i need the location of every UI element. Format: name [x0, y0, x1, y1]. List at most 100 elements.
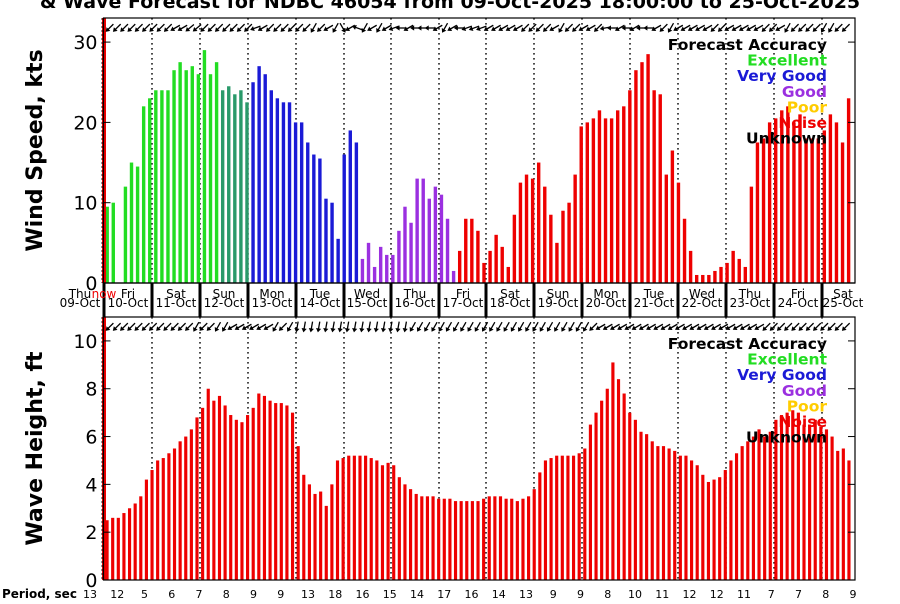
arrow-head	[447, 26, 453, 32]
direction-arrow	[452, 321, 460, 332]
data-bar	[549, 458, 553, 580]
data-bar	[543, 186, 547, 283]
arrow-head	[301, 328, 307, 333]
direction-arrow	[250, 25, 261, 31]
direction-arrow	[272, 321, 279, 332]
arrow-head	[273, 27, 278, 32]
arrow-head	[539, 326, 545, 332]
direction-arrow	[841, 322, 851, 331]
data-bar	[746, 441, 750, 580]
data-bar	[591, 118, 596, 283]
arrow-head	[732, 325, 738, 331]
data-bar	[172, 70, 176, 283]
arrow-head	[731, 26, 737, 32]
direction-arrow	[432, 24, 443, 32]
data-bar	[504, 498, 508, 580]
direction-arrow	[221, 321, 229, 332]
data-bar	[360, 258, 365, 283]
data-bar	[233, 94, 237, 283]
arrow-head	[572, 27, 577, 32]
data-bar	[227, 86, 231, 283]
period-tick-label: 8	[223, 588, 230, 600]
data-bar	[645, 434, 649, 580]
direction-arrow	[798, 23, 807, 32]
data-bar	[494, 234, 498, 283]
direction-arrow	[381, 24, 392, 32]
y-tick-label: 8	[85, 379, 97, 401]
data-bar	[312, 154, 316, 283]
direction-arrow	[286, 321, 294, 332]
direction-arrow	[711, 323, 721, 331]
arrow-head	[769, 326, 775, 331]
data-bar	[588, 424, 592, 580]
data-bar	[135, 166, 140, 283]
direction-arrow	[127, 322, 136, 331]
period-tick-label: 8	[822, 588, 829, 600]
direction-arrow	[784, 22, 791, 33]
direction-arrow	[539, 321, 546, 332]
direction-arrow	[578, 24, 589, 32]
legend-entry-unknown: Unknown	[746, 130, 827, 148]
y-tick-label: 0	[85, 570, 97, 592]
direction-arrow	[790, 23, 800, 32]
data-bar	[622, 106, 626, 283]
data-bar	[847, 460, 851, 580]
arrow-head	[638, 325, 644, 331]
data-bar	[506, 266, 510, 283]
arrow-head	[474, 326, 480, 332]
data-bar	[269, 90, 273, 284]
arrow-head	[445, 326, 451, 332]
data-bar	[234, 419, 238, 580]
direction-arrow	[696, 323, 707, 331]
direction-arrow	[352, 321, 358, 333]
day-date-label: 21-Oct	[634, 296, 675, 310]
data-bar	[285, 405, 289, 580]
arrow-head	[593, 27, 599, 32]
arrow-head	[631, 325, 637, 331]
data-bar	[476, 501, 480, 580]
data-bar	[549, 214, 553, 283]
arrow-head	[332, 27, 337, 33]
direction-arrow	[689, 323, 700, 331]
arrow-head	[512, 26, 518, 32]
direction-arrow	[156, 322, 165, 331]
direction-arrow	[769, 322, 778, 331]
arrow-head	[265, 27, 271, 32]
arrow-head	[323, 328, 329, 333]
direction-arrow	[112, 322, 122, 331]
data-bar	[457, 250, 462, 283]
arrow-head	[589, 326, 594, 331]
direction-arrow	[717, 23, 727, 32]
data-bar	[482, 262, 486, 283]
direction-arrow	[589, 322, 598, 331]
arrow-head	[337, 328, 343, 333]
arrow-head	[673, 26, 679, 32]
data-bar	[445, 218, 450, 283]
direction-arrow	[373, 321, 379, 333]
day-name-label: Sat	[500, 287, 520, 301]
direction-arrow	[361, 22, 368, 33]
data-bar	[275, 98, 280, 283]
arrow-head	[280, 27, 286, 32]
arrow-head	[481, 326, 487, 332]
arrow-head	[775, 26, 781, 32]
arrow-head	[461, 26, 467, 31]
arrow-head	[568, 326, 573, 332]
data-bar	[555, 455, 559, 580]
data-bar	[521, 498, 525, 580]
data-bar	[512, 214, 517, 283]
data-bar	[425, 496, 430, 580]
arrow-head	[820, 27, 826, 33]
data-bar	[673, 450, 677, 580]
direction-arrow	[841, 23, 851, 32]
arrow-head	[762, 326, 768, 331]
direction-arrow	[388, 25, 400, 31]
legend-entry-unknown: Unknown	[746, 429, 827, 447]
direction-arrow	[185, 23, 195, 32]
day-name-label: Fri	[791, 287, 805, 301]
data-bar	[713, 270, 717, 283]
data-bar	[646, 54, 650, 283]
data-bar	[251, 82, 255, 284]
data-bar	[774, 419, 778, 580]
